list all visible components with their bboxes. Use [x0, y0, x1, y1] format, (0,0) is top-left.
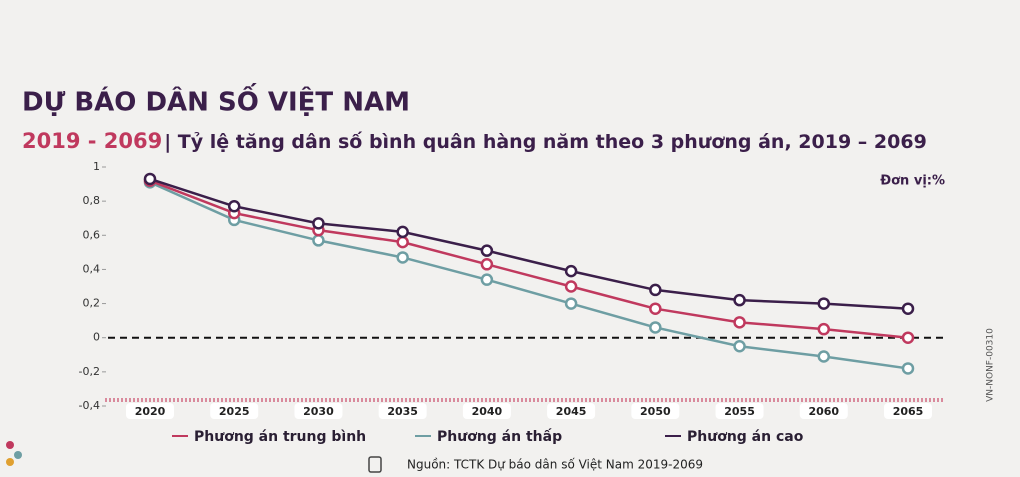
- logo-dot: [6, 458, 14, 466]
- chart-title: DỰ BÁO DÂN SỐ VIỆT NAM: [22, 82, 410, 118]
- x-tick-label: 2030: [303, 405, 334, 418]
- point: [480, 244, 494, 257]
- x-tick-label: 2055: [724, 405, 755, 418]
- point: [733, 316, 746, 329]
- y-tick-label: 0,8: [83, 194, 101, 207]
- point: [901, 331, 915, 344]
- series-line: [149, 177, 909, 310]
- x-tick-box: [884, 403, 932, 419]
- point: [733, 293, 746, 307]
- legend-label: Phương án thấp: [437, 428, 562, 445]
- x-tick-box: [462, 403, 511, 419]
- x-tick-box: [799, 403, 848, 419]
- x-tick-label: 2060: [808, 405, 839, 418]
- point: [649, 283, 662, 297]
- series-line: [149, 181, 909, 370]
- y-tick-label: 0,2: [83, 297, 101, 310]
- x-tick-label: 2045: [556, 405, 587, 418]
- doc-code: VN-NONF-00310: [986, 328, 996, 402]
- x-tick-label: 2025: [219, 405, 250, 418]
- y-tick-label: 1: [93, 160, 100, 173]
- x-tick-label: 2040: [472, 405, 503, 418]
- x-tick-box: [378, 403, 427, 419]
- corner-logo: [6, 441, 22, 466]
- unit-label: Đơn vị:%: [880, 174, 945, 189]
- source: Nguồn: TCTK Dự báo dân số Việt Nam 2019-…: [368, 456, 703, 473]
- point: [564, 297, 578, 310]
- subtitle: 2019 - 2069 | Tỷ lệ tăng dân số bình quân…: [22, 129, 927, 153]
- y-tick-label: 0,4: [83, 262, 101, 275]
- x-tick-box: [547, 403, 596, 419]
- x-tick-label: 2065: [893, 405, 924, 418]
- point: [396, 225, 409, 239]
- source-text: Nguồn: TCTK Dự báo dân số Việt Nam 2019-…: [407, 458, 703, 472]
- point: [312, 217, 325, 230]
- y-tick-label: 0: [93, 331, 100, 344]
- logo-dot: [6, 441, 14, 449]
- x-tick-label: 2035: [387, 405, 418, 418]
- point: [649, 302, 662, 315]
- point: [817, 350, 831, 363]
- series-line: [149, 179, 909, 339]
- x-tick-box: [715, 403, 764, 419]
- x-tick-label: 2050: [640, 405, 671, 418]
- x-tick-box: [631, 403, 680, 419]
- y-tick-label: -0,2: [79, 365, 100, 378]
- legend-label: Phương án cao: [687, 429, 804, 445]
- logo-dot: [14, 451, 22, 459]
- point: [564, 264, 578, 278]
- point: [312, 234, 325, 247]
- point: [817, 322, 831, 336]
- point: [143, 172, 157, 186]
- x-tick-box: [294, 403, 343, 419]
- y-tick-label: -0,4: [79, 399, 100, 412]
- x-tick-box: [210, 403, 259, 419]
- point: [901, 302, 915, 315]
- point: [649, 321, 662, 334]
- source-icon: [368, 456, 382, 473]
- y-tick-label: 0,6: [83, 228, 101, 241]
- x-tick-label: 2020: [135, 405, 166, 418]
- point: [733, 340, 746, 353]
- point: [480, 273, 494, 286]
- point: [396, 251, 409, 264]
- x-tick-box: [126, 403, 174, 419]
- point: [227, 200, 241, 213]
- subtitle-years: 2019 - 2069: [22, 129, 162, 153]
- subtitle-detail: | Tỷ lệ tăng dân số bình quân hàng năm t…: [164, 130, 927, 153]
- point: [480, 258, 494, 271]
- legend-label: Phương án trung bình: [194, 429, 366, 445]
- point: [396, 235, 409, 249]
- point: [564, 280, 578, 293]
- point: [901, 362, 915, 375]
- point: [817, 297, 831, 310]
